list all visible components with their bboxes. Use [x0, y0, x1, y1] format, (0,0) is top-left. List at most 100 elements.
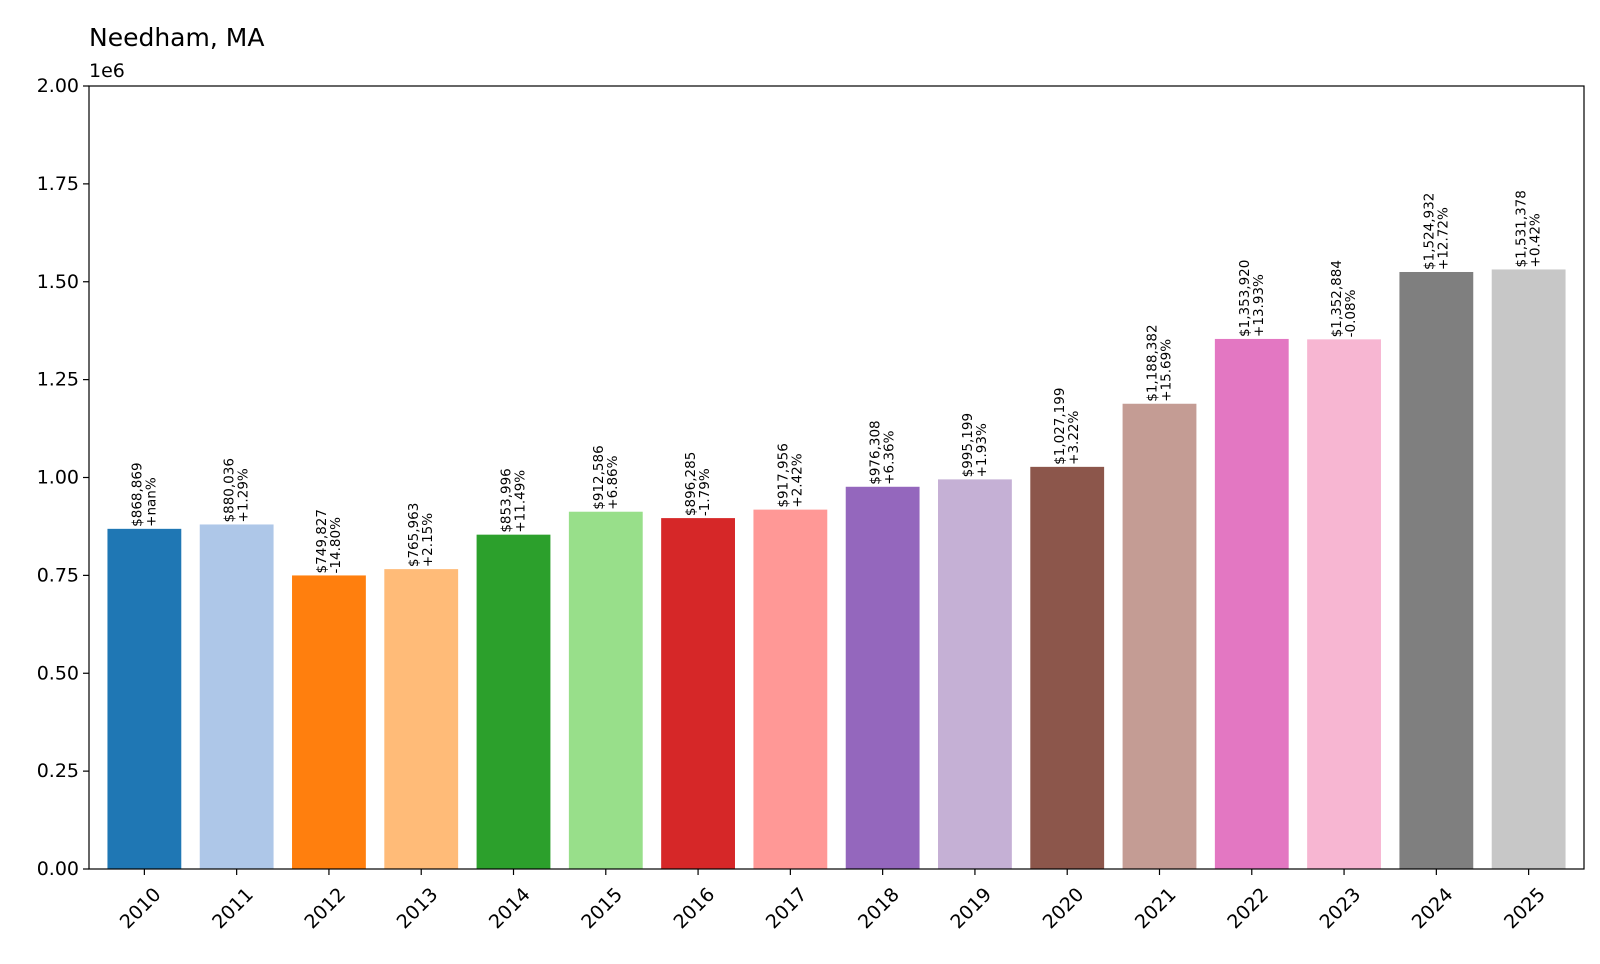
- bar-value-label-2022: $1,353,920+13.93%: [1237, 260, 1267, 337]
- bar-change-label: +1.29%: [236, 468, 252, 522]
- bar-2023: [1307, 339, 1381, 869]
- bar-2013: [384, 569, 459, 869]
- x-tick-2021: 2021: [1131, 869, 1181, 933]
- bar-price-label: $868,869: [129, 462, 145, 526]
- y-tick-0.00: 0.00: [37, 858, 89, 880]
- bar-change-label: +2.42%: [789, 453, 805, 507]
- bar-price-label: $1,027,199: [1052, 388, 1068, 465]
- x-tick-label: 2014: [485, 884, 535, 934]
- x-tick-label: 2011: [208, 884, 258, 934]
- bar-value-label-2018: $976,308+6.36%: [868, 420, 898, 484]
- bar-2010: [107, 528, 182, 869]
- y-tick-label: 0.25: [37, 760, 79, 782]
- bar-change-label: +6.36%: [882, 430, 898, 484]
- chart-title: Needham, MA: [89, 23, 264, 52]
- bar-2024: [1399, 271, 1474, 869]
- bar-change-label: +11.49%: [513, 470, 529, 533]
- y-tick-label: 1.25: [37, 369, 79, 391]
- bar-price-label: $1,353,920: [1237, 260, 1253, 337]
- x-tick-label: 2017: [762, 884, 812, 934]
- x-axis: 2010 2011 2012 2013 2014 2015 2016 2017 2018 2019…: [116, 869, 1550, 933]
- bar-change-label: -0.08%: [1343, 289, 1359, 337]
- bar-value-label-2017: $917,956+2.42%: [775, 443, 805, 507]
- x-tick-label: 2024: [1408, 884, 1458, 934]
- x-tick-label: 2012: [300, 884, 350, 934]
- bar-price-label: $976,308: [868, 420, 884, 484]
- x-tick-label: 2018: [854, 884, 904, 934]
- bar-price-label: $749,827: [314, 509, 330, 573]
- bar-price-label: $896,285: [683, 452, 699, 516]
- bar-value-label-2025: $1,531,378+0.42%: [1514, 190, 1544, 267]
- bar-2025: [1491, 269, 1566, 869]
- x-tick-label: 2015: [577, 884, 627, 934]
- bar-price-label: $765,963: [406, 503, 422, 567]
- bar-change-label: +12.72%: [1435, 207, 1451, 270]
- x-tick-label: 2019: [946, 884, 996, 934]
- bar-price-label: $1,188,382: [1144, 324, 1160, 401]
- bar-price-label: $995,199: [960, 413, 976, 477]
- x-tick-label: 2022: [1223, 884, 1273, 934]
- x-tick-2024: 2024: [1408, 869, 1458, 934]
- y-tick-0.75: 0.75: [37, 564, 89, 586]
- y-tick-1.75: 1.75: [37, 173, 89, 195]
- x-tick-label: 2013: [393, 884, 443, 934]
- bar-value-label-2015: $912,586+6.86%: [591, 445, 621, 509]
- bars-layer: [107, 269, 1566, 869]
- bar-2021: [1122, 403, 1197, 869]
- y-tick-label: 1.75: [37, 173, 79, 195]
- x-tick-2015: 2015: [577, 869, 627, 933]
- bar-value-label-2012: $749,827-14.80%: [314, 509, 344, 573]
- x-tick-2014: 2014: [485, 869, 535, 933]
- bar-change-label: +15.69%: [1158, 339, 1174, 402]
- x-tick-label: 2023: [1315, 884, 1365, 934]
- bar-price-label: $880,036: [222, 458, 238, 522]
- x-tick-2017: 2017: [762, 869, 812, 933]
- bar-value-label-2020: $1,027,199+3.22%: [1052, 388, 1082, 465]
- y-tick-label: 0.00: [37, 858, 79, 880]
- bar-2017: [753, 509, 828, 869]
- y-tick-label: 0.75: [37, 564, 79, 586]
- y-tick-0.25: 0.25: [37, 760, 89, 782]
- y-tick-1.25: 1.25: [37, 369, 89, 391]
- x-tick-2016: 2016: [669, 869, 719, 933]
- x-tick-2025: 2025: [1500, 869, 1550, 933]
- y-offset-label: 1e6: [89, 60, 125, 82]
- bar-2020: [1030, 466, 1105, 869]
- x-tick-2020: 2020: [1039, 869, 1089, 934]
- bar-2015: [568, 511, 643, 869]
- bar-change-label: +6.86%: [605, 455, 621, 509]
- x-tick-label: 2010: [116, 884, 166, 934]
- bar-value-label-2013: $765,963+2.15%: [406, 503, 436, 567]
- y-tick-1.50: 1.50: [37, 271, 89, 293]
- x-tick-label: 2020: [1039, 884, 1089, 934]
- bar-value-label-2010: $868,869+nan%: [129, 462, 159, 526]
- y-tick-label: 1.50: [37, 271, 79, 293]
- bar-price-label: $853,996: [499, 468, 515, 532]
- bar-value-label-2016: $896,285-1.79%: [683, 452, 713, 516]
- y-tick-label: 1.00: [37, 467, 79, 489]
- x-tick-2019: 2019: [946, 869, 996, 933]
- bar-change-label: +0.42%: [1528, 213, 1544, 267]
- bar-value-label-2019: $995,199+1.93%: [960, 413, 990, 477]
- x-tick-label: 2021: [1131, 884, 1181, 934]
- bar-2022: [1214, 338, 1289, 869]
- y-tick-label: 2.00: [37, 75, 79, 97]
- bar-value-label-2014: $853,996+11.49%: [499, 468, 529, 532]
- bar-change-label: +1.93%: [974, 423, 990, 477]
- x-tick-label: 2025: [1500, 884, 1550, 934]
- bar-2014: [476, 534, 551, 869]
- bar-change-label: +13.93%: [1251, 274, 1267, 337]
- bar-change-label: +2.15%: [420, 513, 436, 567]
- bar-2016: [661, 518, 735, 869]
- bar-value-label-2011: $880,036+1.29%: [222, 458, 252, 522]
- y-axis: 0.00 0.25 0.50 0.75 1.00 1.25 1.50 1.75 2.00: [37, 75, 89, 880]
- bar-2019: [938, 479, 1012, 869]
- bar-2011: [199, 524, 274, 869]
- x-tick-2011: 2011: [208, 869, 258, 933]
- y-tick-label: 0.50: [37, 662, 79, 684]
- bar-value-label-2024: $1,524,932+12.72%: [1421, 193, 1451, 270]
- bar-value-label-2023: $1,352,884-0.08%: [1329, 260, 1359, 337]
- bar-2012: [292, 575, 366, 869]
